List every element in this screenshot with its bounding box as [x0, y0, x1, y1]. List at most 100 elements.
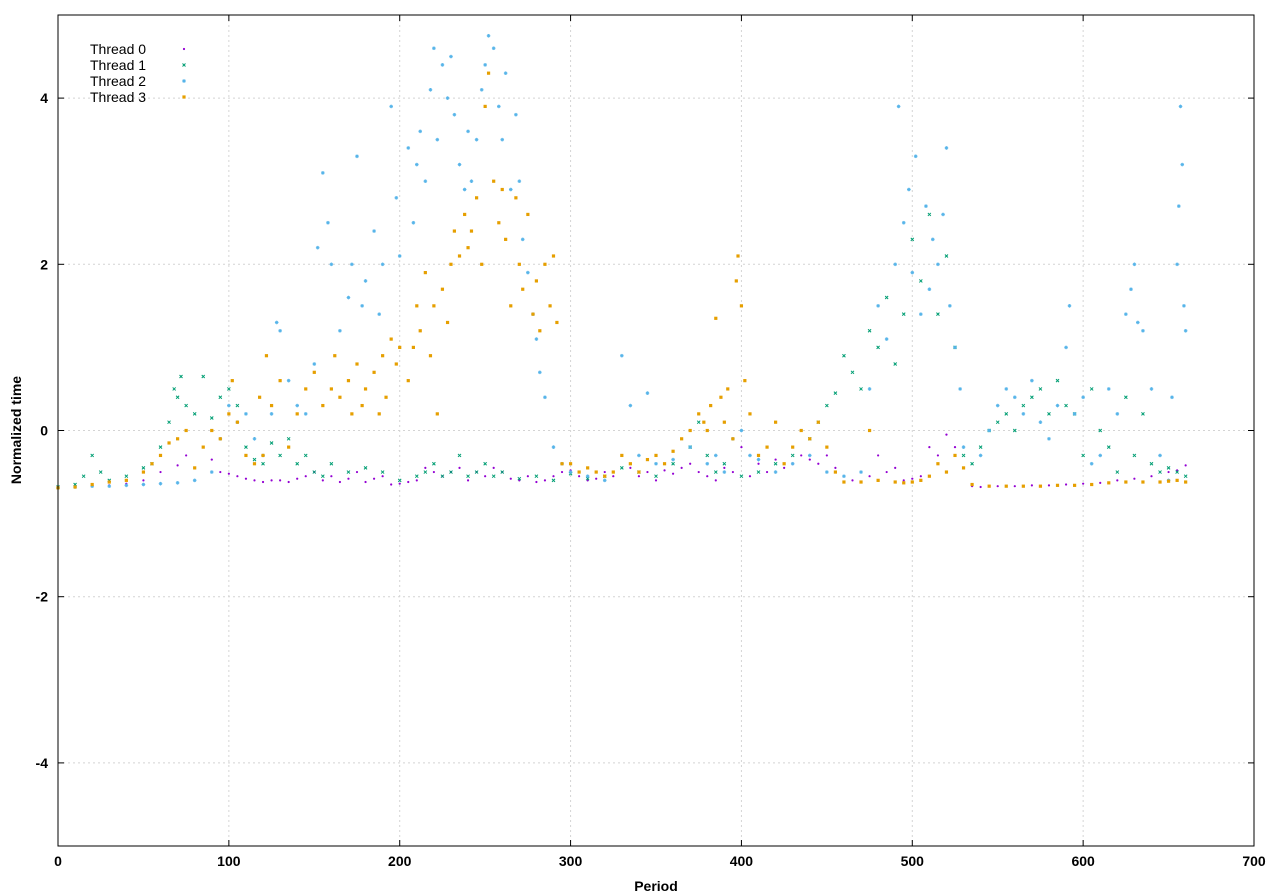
- data-point: [355, 362, 359, 366]
- data-point: [269, 412, 274, 416]
- data-point: [1180, 162, 1185, 167]
- data-point: [555, 320, 559, 325]
- data-point: [377, 412, 381, 416]
- data-point: [176, 464, 179, 467]
- data-point: [825, 403, 829, 408]
- data-point: [739, 304, 744, 308]
- legend-item-2: Thread 2: [90, 73, 186, 89]
- data-point: [1073, 483, 1077, 487]
- data-point: [287, 480, 290, 484]
- data-point: [274, 320, 279, 325]
- data-point: [1106, 445, 1111, 449]
- data-point: [227, 403, 231, 408]
- data-point: [722, 461, 727, 466]
- x-tick-label: 0: [54, 853, 62, 869]
- data-point: [1055, 403, 1060, 408]
- data-point: [936, 312, 940, 317]
- data-point: [893, 362, 898, 366]
- data-point: [1175, 262, 1179, 267]
- data-point: [594, 470, 598, 474]
- x-tick-label: 700: [1242, 853, 1266, 869]
- data-point: [867, 428, 872, 433]
- data-point: [876, 478, 880, 482]
- data-point: [517, 262, 521, 266]
- data-point: [484, 475, 487, 478]
- data-point: [1047, 412, 1051, 416]
- data-point: [486, 71, 491, 75]
- data-point: [236, 475, 239, 478]
- data-point: [209, 470, 214, 474]
- data-point: [560, 462, 564, 466]
- data-point: [346, 470, 351, 474]
- data-point: [765, 445, 769, 449]
- data-point: [98, 470, 103, 474]
- data-point: [773, 461, 778, 466]
- data-point: [167, 441, 171, 445]
- data-point: [418, 329, 422, 333]
- data-point: [218, 395, 223, 400]
- data-point: [1013, 395, 1017, 400]
- data-point: [941, 212, 945, 217]
- data-points: [56, 33, 1188, 490]
- data-point: [497, 104, 501, 109]
- data-point: [743, 379, 747, 383]
- data-point: [552, 475, 555, 478]
- data-point: [329, 262, 334, 267]
- data-point: [390, 483, 393, 486]
- data-point: [452, 229, 456, 233]
- data-point: [1175, 478, 1179, 482]
- series-2: [56, 33, 1188, 490]
- data-point: [739, 474, 744, 479]
- data-point: [500, 137, 505, 142]
- legend-item-1: Thread 1: [90, 57, 186, 73]
- data-point: [1055, 378, 1060, 383]
- data-point: [868, 475, 871, 478]
- data-point: [398, 482, 401, 485]
- data-point: [389, 104, 393, 109]
- data-point: [646, 470, 649, 474]
- data-point: [1116, 479, 1119, 482]
- data-point: [193, 466, 197, 470]
- data-point: [252, 462, 257, 466]
- data-point: [568, 470, 573, 474]
- data-point: [1004, 484, 1008, 488]
- data-point: [736, 254, 740, 258]
- data-point: [833, 470, 837, 474]
- data-point: [944, 254, 949, 258]
- data-point: [560, 470, 564, 474]
- data-point: [944, 146, 949, 150]
- data-point: [1149, 387, 1154, 391]
- data-point: [428, 354, 433, 358]
- data-point: [645, 457, 650, 462]
- data-point: [842, 474, 846, 479]
- data-point: [295, 403, 299, 408]
- data-point: [902, 479, 905, 482]
- data-point: [278, 379, 282, 383]
- data-point: [936, 262, 940, 267]
- data-point: [321, 403, 325, 408]
- data-point: [150, 462, 154, 466]
- series-0: [56, 433, 1187, 489]
- data-point: [697, 412, 701, 416]
- data-point: [381, 354, 385, 358]
- data-point: [261, 480, 265, 484]
- data-point: [1167, 470, 1170, 474]
- data-point: [312, 370, 316, 374]
- data-point: [304, 387, 308, 391]
- data-point: [901, 312, 906, 317]
- data-point: [1064, 345, 1068, 350]
- data-point: [1038, 387, 1043, 391]
- data-point: [141, 470, 146, 474]
- data-point: [333, 354, 337, 358]
- data-point: [535, 480, 538, 484]
- data-point: [919, 312, 923, 316]
- data-point: [295, 412, 299, 416]
- data-point: [790, 453, 795, 458]
- data-point: [756, 457, 761, 462]
- data-point: [688, 445, 692, 449]
- data-point: [397, 478, 402, 483]
- data-point: [258, 395, 262, 399]
- data-point: [338, 480, 342, 484]
- data-point: [312, 470, 317, 474]
- data-point: [689, 462, 692, 465]
